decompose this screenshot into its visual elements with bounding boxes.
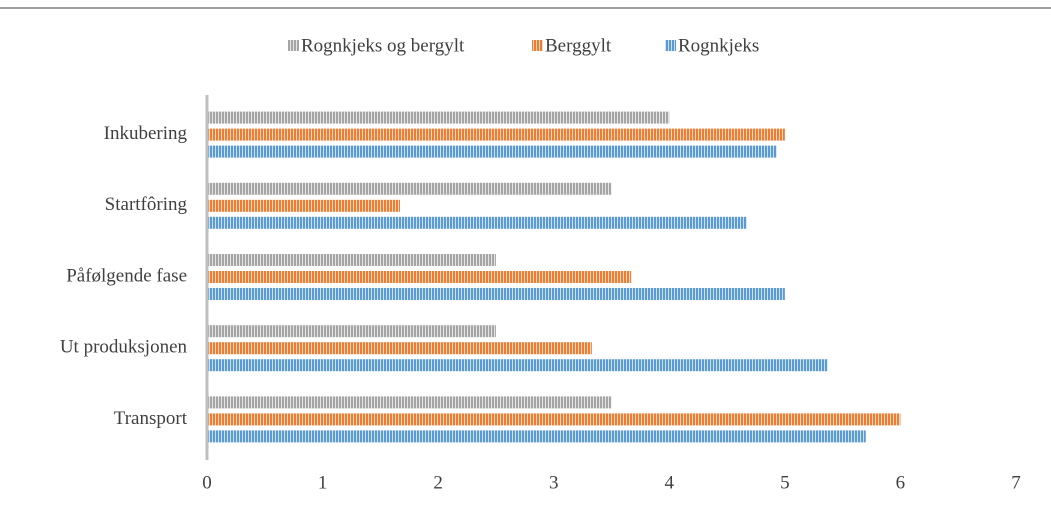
bar [207, 430, 866, 443]
bar [207, 342, 592, 355]
x-tick-label: 7 [1011, 472, 1021, 493]
x-tick-label: 6 [896, 472, 906, 493]
y-tick-label: Startfôring [105, 194, 188, 215]
bar [207, 128, 785, 141]
bar [207, 288, 785, 300]
bar [207, 254, 496, 266]
y-tick-label: Transport [114, 408, 188, 429]
bar [207, 199, 401, 212]
y-tick-label: Inkubering [104, 123, 188, 144]
y-tick-label: Ut produksjonen [60, 337, 188, 358]
legend-label: Rognkjeks [678, 35, 759, 56]
legend-swatch [532, 40, 543, 51]
bar [207, 182, 612, 195]
x-tick-label: 3 [549, 472, 559, 493]
x-tick-label: 2 [433, 472, 443, 493]
legend-label: Berggylt [545, 35, 612, 56]
bar [207, 145, 777, 158]
x-tick-label: 0 [202, 472, 212, 493]
bar [207, 216, 747, 229]
bar [207, 413, 901, 426]
bar [207, 359, 828, 372]
y-tick-label: Påfølgende fase [66, 265, 187, 286]
bar [207, 271, 632, 283]
bar [207, 325, 496, 338]
bar [207, 396, 612, 409]
bar [207, 111, 670, 124]
legend-swatch [665, 40, 676, 51]
x-tick-label: 4 [665, 472, 675, 493]
legend-label: Rognkjeks og bergylt [301, 35, 465, 56]
legend-swatch [288, 40, 299, 51]
x-tick-label: 5 [780, 472, 790, 493]
x-tick-label: 1 [318, 472, 328, 493]
